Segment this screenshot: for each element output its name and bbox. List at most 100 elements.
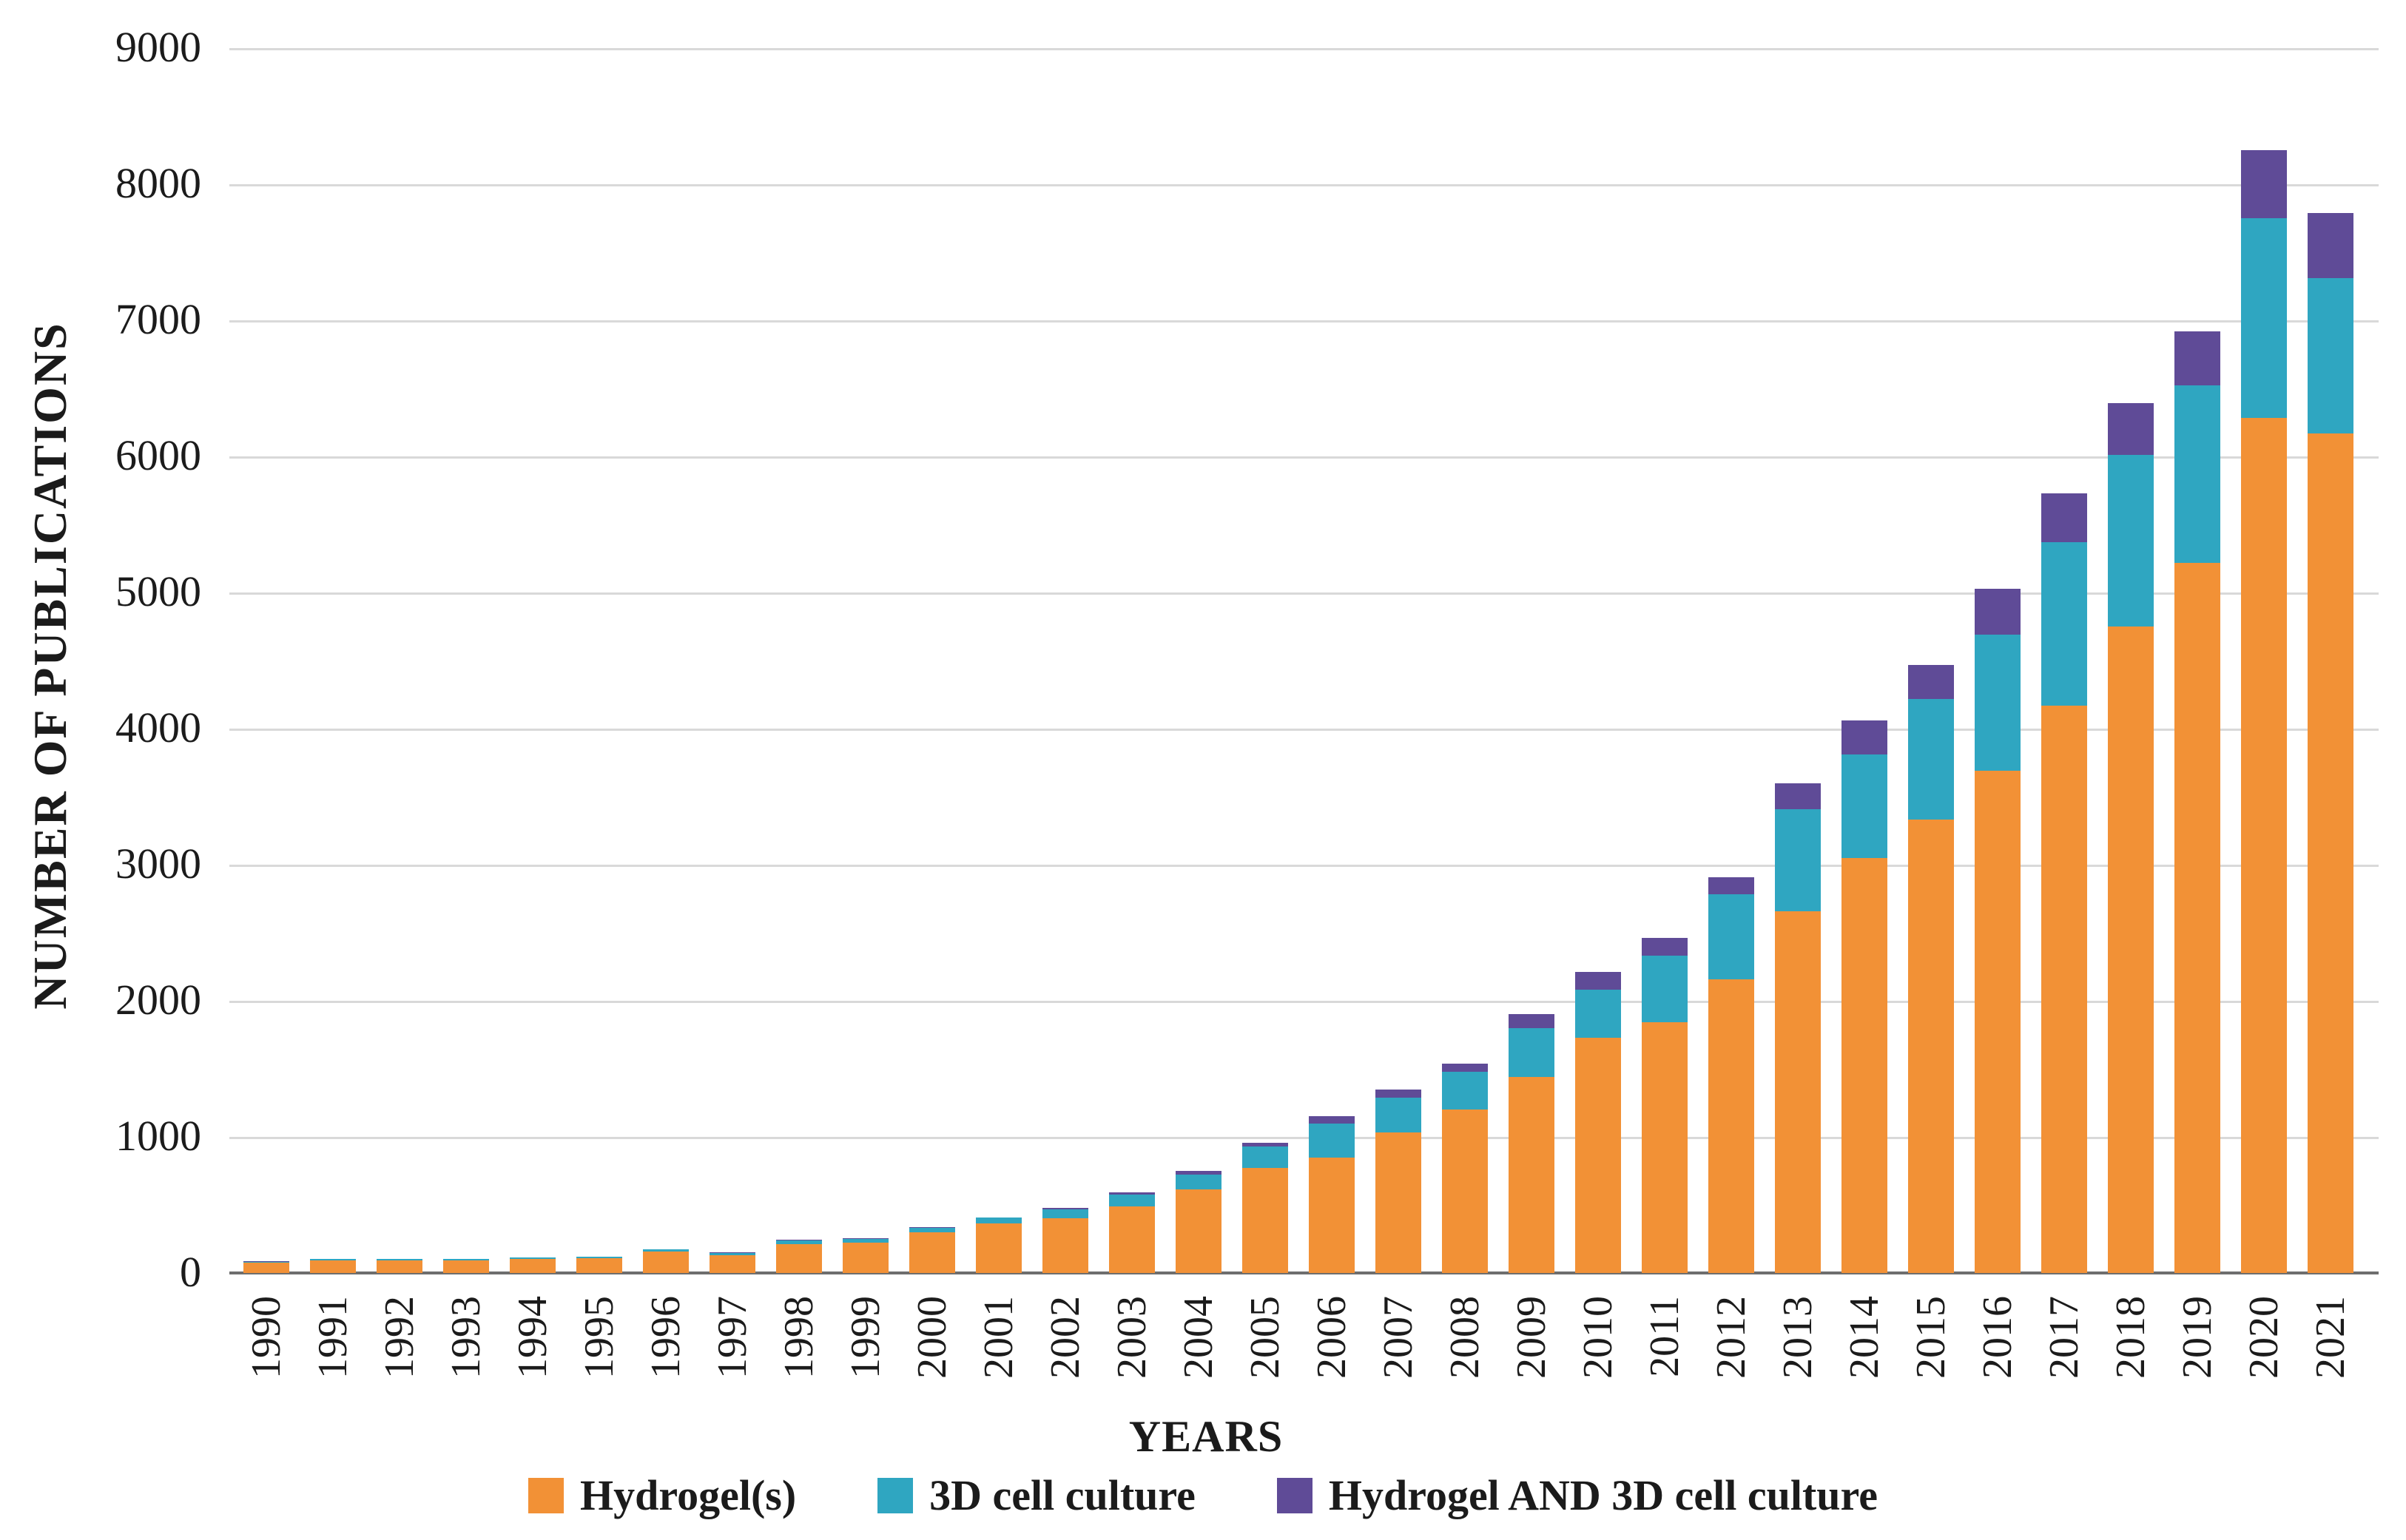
bar-column-2000 xyxy=(909,48,955,1273)
bar-segment-hydrogel-and-3d-cell-culture xyxy=(909,1227,955,1229)
bar-segment-3d-cell-culture xyxy=(2174,385,2220,563)
bar-segment-3d-cell-culture xyxy=(1841,754,1887,858)
x-tick-label: 2021 xyxy=(2308,1296,2353,1379)
x-tick-label: 1994 xyxy=(510,1296,556,1379)
bar-segment-3d-cell-culture xyxy=(243,1261,289,1263)
bar-column-2008 xyxy=(1442,48,1488,1273)
bar-column-1991 xyxy=(310,48,356,1273)
y-tick-label: 8000 xyxy=(115,159,201,207)
bar-column-2012 xyxy=(1708,48,1754,1273)
gridline xyxy=(229,592,2379,595)
bar-column-2014 xyxy=(1841,48,1887,1273)
bar-column-1996 xyxy=(643,48,689,1273)
bar-segment-3d-cell-culture xyxy=(1575,990,1621,1038)
bar-column-2004 xyxy=(1176,48,1221,1273)
bar-segment-3d-cell-culture xyxy=(909,1228,955,1232)
bar-column-1992 xyxy=(377,48,422,1273)
bar-segment-hydrogel-s- xyxy=(976,1223,1022,1273)
gridline xyxy=(229,320,2379,322)
bar-segment-3d-cell-culture xyxy=(510,1257,556,1260)
bar-column-1998 xyxy=(776,48,822,1273)
bar-segment-hydrogel-and-3d-cell-culture xyxy=(1042,1207,1088,1209)
bar-column-2021 xyxy=(2308,48,2353,1273)
y-tick-label: 3000 xyxy=(115,840,201,888)
x-tick-label: 1998 xyxy=(776,1296,822,1379)
x-tick-label: 1996 xyxy=(643,1296,689,1379)
bar-column-2015 xyxy=(1908,48,1954,1273)
bar-segment-3d-cell-culture xyxy=(2041,541,2087,706)
bar-segment-hydrogel-s- xyxy=(710,1254,755,1273)
bar-column-2017 xyxy=(2041,48,2087,1273)
bar-segment-hydrogel-s- xyxy=(2174,562,2220,1273)
legend-item-hydrogel-s-: Hydrogel(s) xyxy=(528,1470,796,1520)
bar-segment-3d-cell-culture xyxy=(1642,956,1688,1023)
bar-segment-hydrogel-s- xyxy=(377,1260,422,1273)
legend-label: Hydrogel AND 3D cell culture xyxy=(1328,1471,1878,1519)
bar-segment-3d-cell-culture xyxy=(1375,1097,1421,1133)
bar-segment-hydrogel-and-3d-cell-culture xyxy=(1109,1192,1155,1195)
bar-segment-hydrogel-and-3d-cell-culture xyxy=(1908,664,1954,699)
y-tick-label: 2000 xyxy=(115,976,201,1024)
x-tick-label: 1995 xyxy=(576,1296,622,1379)
bar-segment-hydrogel-s- xyxy=(643,1251,689,1273)
bar-segment-3d-cell-culture xyxy=(976,1218,1022,1223)
y-tick-label: 0 xyxy=(180,1248,201,1296)
x-tick-label: 1993 xyxy=(443,1296,489,1379)
bar-segment-hydrogel-s- xyxy=(1575,1037,1621,1273)
bar-segment-hydrogel-s- xyxy=(576,1258,622,1273)
bar-segment-hydrogel-s- xyxy=(310,1260,356,1273)
bar-segment-hydrogel-s- xyxy=(1375,1132,1421,1273)
bar-segment-hydrogel-s- xyxy=(1042,1218,1088,1273)
bar-segment-hydrogel-s- xyxy=(1775,911,1821,1273)
legend-swatch-icon xyxy=(1276,1477,1312,1513)
bar-segment-hydrogel-and-3d-cell-culture xyxy=(2241,150,2287,219)
plot-area xyxy=(229,48,2379,1274)
bar-column-1995 xyxy=(576,48,622,1273)
bar-column-1997 xyxy=(710,48,755,1273)
x-tick-label: 2016 xyxy=(1975,1296,2021,1379)
bar-column-2011 xyxy=(1642,48,1688,1273)
x-tick-label: 2010 xyxy=(1575,1296,1621,1379)
x-tick-label: 2000 xyxy=(909,1296,955,1379)
x-tick-label: 1991 xyxy=(310,1296,356,1379)
bar-segment-hydrogel-s- xyxy=(909,1232,955,1273)
bar-segment-hydrogel-s- xyxy=(2308,433,2353,1273)
bar-segment-hydrogel-and-3d-cell-culture xyxy=(1775,783,1821,809)
bar-segment-3d-cell-culture xyxy=(377,1259,422,1261)
bar-segment-hydrogel-s- xyxy=(776,1244,822,1273)
bar-segment-hydrogel-s- xyxy=(443,1260,489,1273)
bar-segment-3d-cell-culture xyxy=(1242,1146,1288,1169)
x-tick-label: 2017 xyxy=(2041,1296,2087,1379)
x-tick-label: 2012 xyxy=(1708,1296,1754,1379)
x-tick-label: 2011 xyxy=(1642,1296,1688,1377)
bar-segment-hydrogel-and-3d-cell-culture xyxy=(2308,212,2353,278)
x-tick-label: 2001 xyxy=(976,1296,1022,1379)
bar-segment-3d-cell-culture xyxy=(1708,894,1754,979)
y-tick-label: 4000 xyxy=(115,703,201,752)
bar-segment-3d-cell-culture xyxy=(1509,1027,1554,1078)
bar-segment-hydrogel-s- xyxy=(1176,1189,1221,1273)
bar-segment-hydrogel-and-3d-cell-culture xyxy=(843,1238,889,1240)
bar-column-2018 xyxy=(2108,48,2154,1273)
bar-segment-hydrogel-and-3d-cell-culture xyxy=(1708,877,1754,895)
bar-column-1990 xyxy=(243,48,289,1273)
x-tick-label: 1997 xyxy=(710,1296,755,1379)
bar-column-1999 xyxy=(843,48,889,1273)
x-tick-label: 2018 xyxy=(2108,1296,2154,1379)
bar-segment-hydrogel-s- xyxy=(510,1259,556,1273)
y-axis-title: NUMBER OF PUBLICATIONS xyxy=(24,322,76,1010)
gridline xyxy=(229,456,2379,459)
bar-segment-3d-cell-culture xyxy=(443,1259,489,1260)
bar-column-2016 xyxy=(1975,48,2021,1273)
x-tick-label: 2020 xyxy=(2241,1296,2287,1379)
bar-segment-3d-cell-culture xyxy=(1975,635,2021,771)
bar-column-2007 xyxy=(1375,48,1421,1273)
bar-segment-hydrogel-and-3d-cell-culture xyxy=(1841,720,1887,754)
legend-swatch-icon xyxy=(877,1477,914,1513)
bar-column-2002 xyxy=(1042,48,1088,1273)
bar-segment-3d-cell-culture xyxy=(1109,1195,1155,1206)
x-tick-label: 2019 xyxy=(2174,1296,2220,1379)
legend-label: 3D cell culture xyxy=(929,1471,1196,1519)
bar-segment-hydrogel-s- xyxy=(843,1242,889,1273)
bar-segment-3d-cell-culture xyxy=(1176,1174,1221,1189)
